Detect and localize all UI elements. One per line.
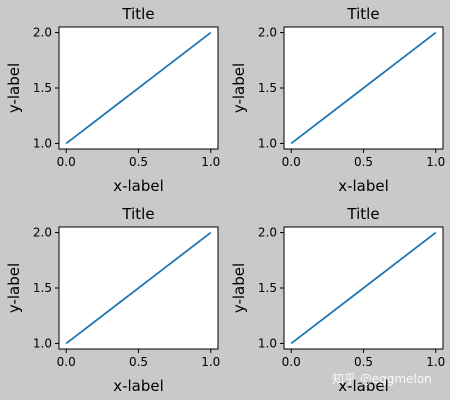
y-axis-label: y-label — [230, 263, 248, 313]
x-tick-label: 1.0 — [201, 155, 220, 169]
y-tick-label: 2.0 — [258, 226, 277, 240]
x-tick-label: 0.0 — [282, 355, 301, 369]
y-tick-label: 1.0 — [33, 336, 52, 350]
x-tick-label: 0.0 — [57, 355, 76, 369]
x-axis-label: x-label — [113, 377, 164, 395]
y-tick-label: 1.5 — [33, 81, 52, 95]
chart-title: Title — [121, 205, 154, 223]
series-line-2 — [290, 31, 437, 145]
y-tick-label: 1.5 — [33, 281, 52, 295]
y-axis-label: y-label — [5, 263, 23, 313]
x-tick-label: 1.0 — [426, 355, 445, 369]
x-tick-label: 0.0 — [282, 155, 301, 169]
series-line-4 — [290, 231, 437, 345]
y-axis-label: y-label — [5, 63, 23, 113]
x-tick-label: 0.0 — [57, 155, 76, 169]
chart-title: Title — [121, 5, 154, 23]
chart-title: Title — [346, 205, 379, 223]
series-line-1 — [65, 31, 212, 145]
x-axis-label: x-label — [338, 377, 389, 395]
y-tick-label: 1.0 — [258, 336, 277, 350]
y-tick-label: 2.0 — [258, 26, 277, 40]
series-line-3 — [65, 231, 212, 345]
x-tick-label: 0.5 — [354, 355, 373, 369]
x-tick-label: 1.0 — [426, 155, 445, 169]
y-axis-label: y-label — [230, 63, 248, 113]
y-tick-label: 1.5 — [258, 81, 277, 95]
y-tick-label: 2.0 — [33, 226, 52, 240]
chart-title: Title — [346, 5, 379, 23]
x-axis-label: x-label — [113, 177, 164, 195]
y-tick-label: 1.0 — [33, 136, 52, 150]
x-tick-label: 0.5 — [354, 155, 373, 169]
x-axis-label: x-label — [338, 177, 389, 195]
y-tick-label: 2.0 — [33, 26, 52, 40]
x-tick-label: 1.0 — [201, 355, 220, 369]
watermark: 知乎 @eggmelon — [332, 372, 432, 386]
x-tick-label: 0.5 — [129, 355, 148, 369]
y-tick-label: 1.5 — [258, 281, 277, 295]
x-tick-label: 0.5 — [129, 155, 148, 169]
y-tick-label: 1.0 — [258, 136, 277, 150]
